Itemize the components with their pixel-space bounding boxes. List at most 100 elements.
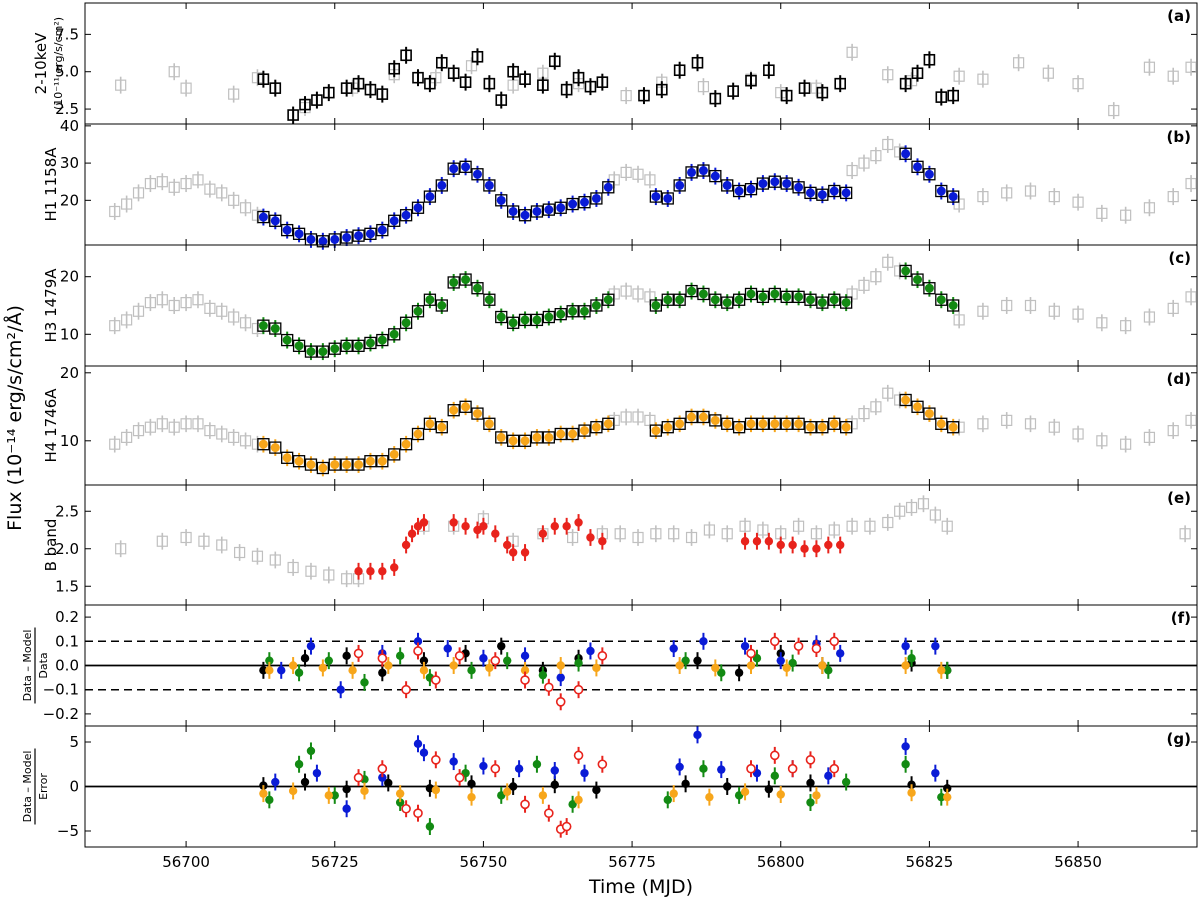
data-point (419, 666, 429, 675)
data-point (787, 763, 798, 774)
data-point (907, 654, 916, 663)
data-point-frame (471, 407, 484, 420)
data-point-frame (269, 441, 282, 454)
data-point (591, 193, 601, 203)
data-point (479, 654, 488, 663)
data-point (425, 419, 435, 429)
data-point (924, 409, 934, 419)
data-point (603, 419, 613, 429)
data-point (870, 150, 882, 162)
data-point (435, 56, 448, 69)
data-point (538, 529, 548, 538)
data-point (323, 86, 335, 99)
data-point (431, 675, 441, 685)
data-point (573, 750, 584, 761)
data-point (740, 787, 750, 797)
data-point (377, 763, 388, 774)
data-point (419, 656, 429, 665)
data-point (378, 773, 387, 782)
data-point-frame (518, 313, 532, 327)
data-point (377, 456, 387, 466)
data-point (663, 795, 672, 805)
data-point (882, 387, 894, 399)
data-point (901, 742, 910, 751)
data-point (330, 791, 339, 800)
data-point-frame (340, 458, 353, 471)
data-point (496, 432, 506, 442)
data-point-frame (602, 293, 615, 306)
data-point (901, 661, 910, 670)
y-tick-label: 7.5 (55, 25, 79, 43)
data-point (1024, 418, 1037, 430)
data-point (828, 524, 840, 536)
data-point (377, 335, 387, 345)
data-point (508, 318, 518, 328)
data-point (746, 661, 756, 670)
data-point-frame (495, 194, 508, 207)
data-point (948, 422, 958, 432)
data-point (931, 768, 940, 778)
data-point (675, 180, 685, 190)
data-point (1001, 299, 1013, 312)
data-point (782, 663, 791, 673)
data-point-frame (935, 184, 948, 198)
data-point (377, 653, 388, 664)
data-point (465, 60, 478, 72)
data-point (882, 516, 894, 529)
data-point (776, 656, 785, 665)
data-point (644, 174, 656, 186)
data-point (156, 535, 168, 547)
data-point (419, 748, 429, 757)
data-point (698, 412, 708, 422)
data-point (936, 419, 946, 429)
data-point (555, 696, 566, 707)
y-label: H1 1158A (42, 147, 60, 222)
data-point (917, 498, 930, 510)
data-point (734, 422, 744, 432)
data-point (931, 641, 940, 651)
data-point (340, 82, 353, 94)
data-point (306, 347, 316, 357)
data-point (763, 64, 775, 77)
data-point (764, 784, 774, 794)
data-point (805, 755, 816, 765)
data-point (342, 341, 352, 351)
data-point (947, 89, 959, 102)
data-point (824, 540, 833, 550)
data-point (503, 540, 512, 550)
data-point (424, 77, 436, 90)
data-point (204, 425, 216, 437)
data-point (1120, 438, 1132, 450)
x-tick-label: 56850 (1054, 853, 1102, 871)
data-point (503, 656, 512, 665)
data-point (841, 188, 851, 198)
data-point (265, 795, 274, 805)
data-point-frame (899, 393, 912, 407)
data-point (519, 73, 531, 85)
data-point (216, 428, 228, 440)
data-point-frame (816, 188, 829, 201)
data-point (378, 668, 387, 677)
data-point (109, 205, 121, 218)
data-point (472, 409, 482, 419)
data-point (270, 324, 280, 334)
data-point (901, 266, 911, 276)
data-point (520, 548, 530, 557)
data-point-frame (816, 421, 829, 434)
data-point-frame (542, 310, 555, 324)
data-point-frame (649, 190, 663, 203)
y-label: B band (42, 519, 60, 572)
data-point (454, 651, 465, 661)
data-point (924, 169, 934, 179)
data-point (461, 402, 471, 412)
data-point-frame (792, 181, 805, 194)
data-point (1108, 104, 1120, 117)
data-point-frame (602, 181, 615, 194)
data-point-frame (352, 229, 365, 242)
data-point (483, 77, 496, 90)
data-point-frame (399, 438, 413, 451)
y-tick-label: 10 (60, 432, 79, 450)
data-point-frame (685, 284, 698, 298)
y-label: H4 1746A (42, 388, 60, 463)
data-point-frame (578, 424, 591, 437)
